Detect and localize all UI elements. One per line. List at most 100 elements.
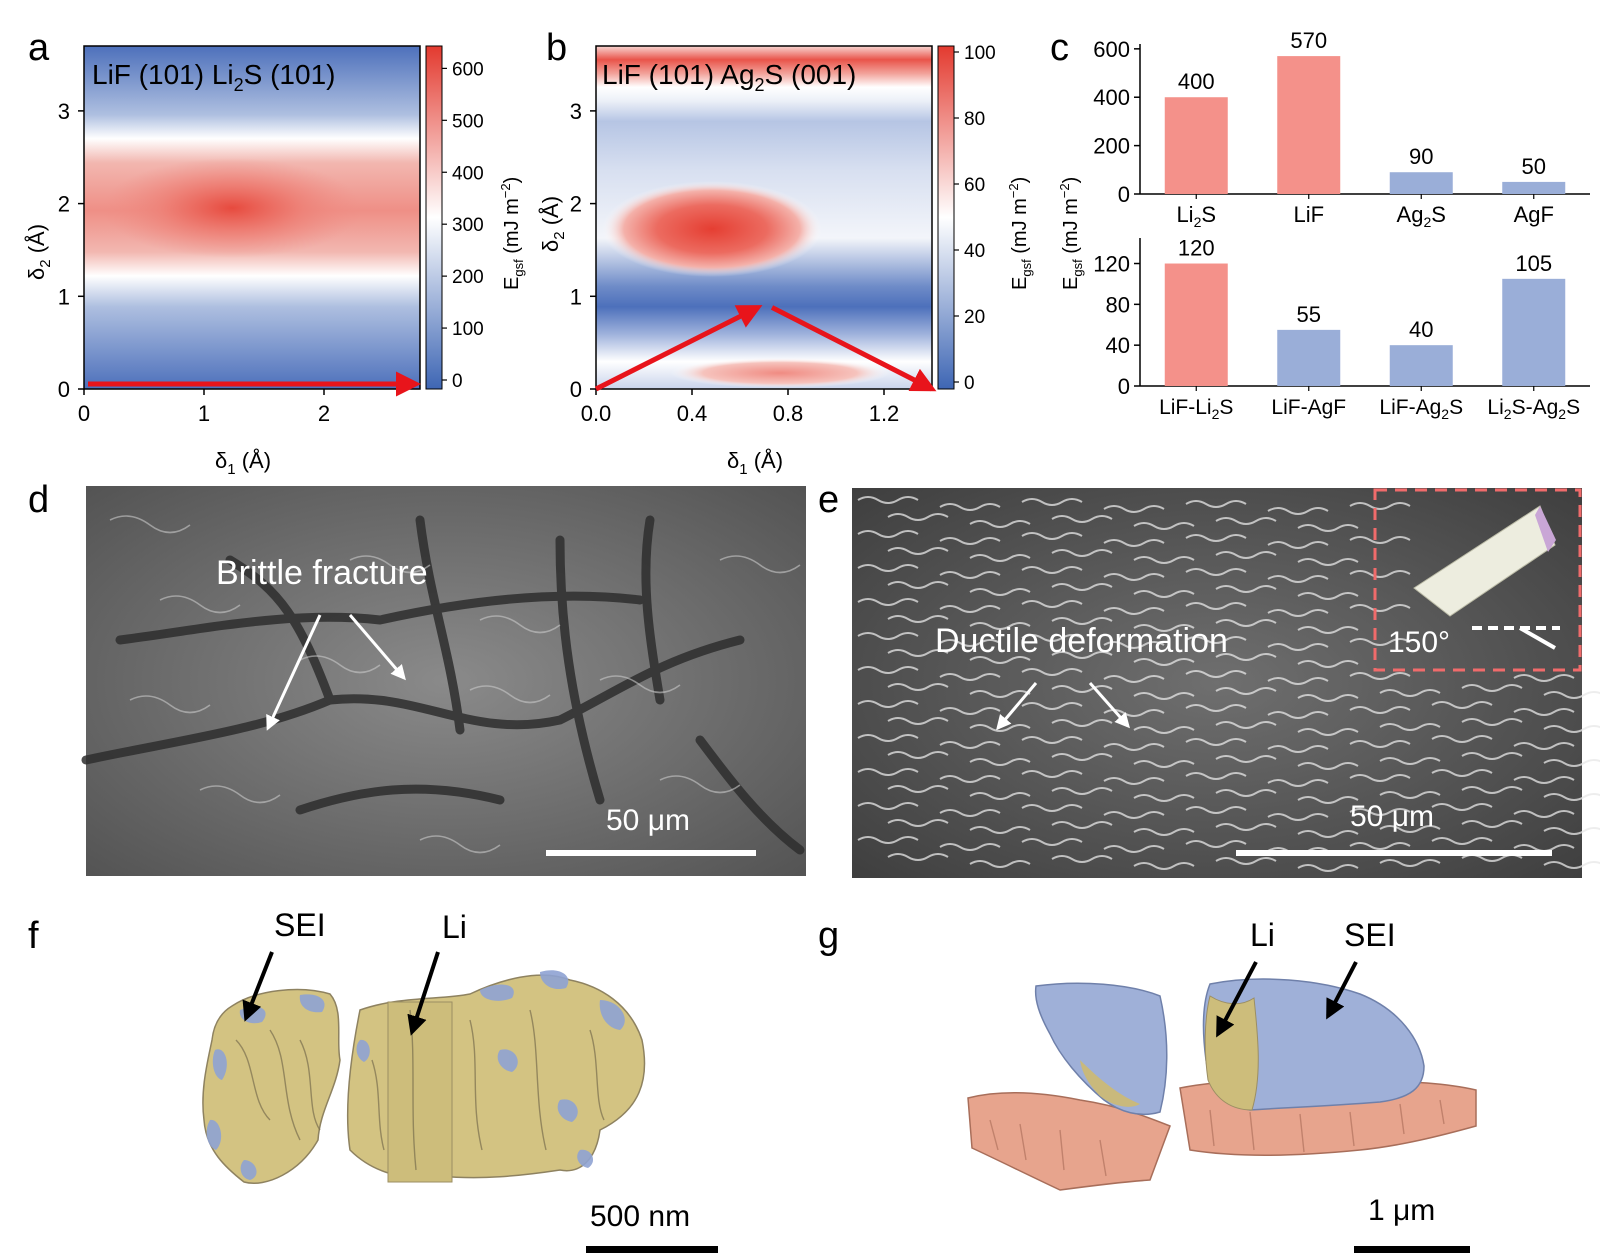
panel-d: d Brittle fracture 50 μm bbox=[28, 479, 806, 876]
sem-ridge bbox=[1103, 641, 1165, 649]
sem-ridge bbox=[1461, 684, 1523, 692]
heatmap-b-yticks: 0 1 2 3 bbox=[570, 99, 596, 402]
sem-ridge bbox=[1297, 728, 1359, 736]
y-tick-label: 0 bbox=[570, 377, 582, 402]
sem-ridge bbox=[939, 673, 1001, 681]
sem-ridge bbox=[1215, 755, 1277, 763]
sem-ridge bbox=[1297, 592, 1359, 600]
sem-ridge bbox=[969, 792, 1031, 800]
sem-ridge bbox=[939, 503, 1001, 511]
sem-ridge bbox=[1543, 691, 1600, 699]
bar-category-label: LiF bbox=[1293, 202, 1324, 227]
scale-bar-d bbox=[546, 850, 756, 856]
y-tick-label: 1 bbox=[570, 284, 582, 309]
inset-angle-arm bbox=[1519, 626, 1556, 650]
sem-ridge bbox=[1185, 738, 1247, 746]
sem-ridge bbox=[1103, 573, 1165, 581]
y-tick-label: 2 bbox=[58, 192, 70, 217]
bar-y-tick-label: 600 bbox=[1093, 37, 1130, 62]
sem-ridge bbox=[1051, 651, 1113, 659]
bar-chart-ylabel: Egsf (mJ m−2) bbox=[1057, 177, 1085, 290]
sem-ridge bbox=[1215, 653, 1277, 661]
sem-ridge bbox=[1267, 609, 1329, 617]
sem-ridge bbox=[857, 530, 919, 538]
bar-y-tick-label: 40 bbox=[1106, 333, 1130, 358]
sem-ridge bbox=[1021, 838, 1083, 846]
panel-letter-c: c bbox=[1050, 27, 1069, 69]
sem-ridge bbox=[939, 571, 1001, 579]
sem-ridge bbox=[1267, 643, 1329, 651]
sem-ridge bbox=[1133, 590, 1195, 598]
colorbar-tick-label: 200 bbox=[452, 267, 484, 288]
bar bbox=[1277, 329, 1341, 386]
sem-ridge bbox=[1185, 568, 1247, 576]
sem-ridge bbox=[1267, 507, 1329, 515]
bar-category-label: Li2S-Ag2S bbox=[1487, 396, 1580, 422]
panel-b: b LiF (101) Ag2S (001) 0.0 0.4 0.8 1.2 0 1 2 3… bbox=[538, 27, 1034, 478]
render-f-right-sei bbox=[356, 970, 625, 1168]
bar-category-label: Ag2S bbox=[1397, 202, 1446, 230]
sem-ridge bbox=[1103, 743, 1165, 751]
arrow-ductile-2 bbox=[1088, 682, 1130, 729]
sem-ridge bbox=[969, 520, 1031, 528]
x-tick-label: 0.8 bbox=[773, 401, 804, 426]
y-tick-label: 3 bbox=[58, 99, 70, 124]
heatmap-a-frame bbox=[83, 45, 421, 390]
y-tick-label: 2 bbox=[570, 192, 582, 217]
bar-value-label: 40 bbox=[1409, 317, 1433, 342]
scale-label-g: 1 μm bbox=[1368, 1194, 1435, 1227]
sem-ridge bbox=[1461, 786, 1523, 794]
sem-ridge bbox=[1297, 660, 1359, 668]
sem-ridge bbox=[1297, 558, 1359, 566]
sem-ridge bbox=[1051, 515, 1113, 523]
sem-ridge bbox=[1543, 759, 1600, 767]
sem-ridge bbox=[1267, 813, 1329, 821]
sem-ridge bbox=[1461, 820, 1523, 828]
sem-ridge bbox=[1431, 701, 1493, 709]
sem-ridge bbox=[1215, 721, 1277, 729]
sem-ridge bbox=[1543, 725, 1600, 733]
sem-ridge bbox=[939, 605, 1001, 613]
heatmap-a-peak bbox=[102, 158, 362, 258]
render-f-left-sei bbox=[206, 994, 325, 1180]
bar-y-tick-label: 0 bbox=[1118, 182, 1130, 207]
sem-ridge bbox=[1103, 675, 1165, 683]
inset-angle: 150° bbox=[1388, 626, 1450, 659]
bar-value-label: 50 bbox=[1522, 154, 1546, 179]
colorbar-tick-label: 600 bbox=[452, 59, 484, 80]
sem-ridge bbox=[1185, 840, 1247, 848]
bar bbox=[1389, 172, 1453, 194]
sem-ridge bbox=[887, 853, 949, 861]
sem-ridge bbox=[857, 666, 919, 674]
sem-ridge bbox=[1349, 604, 1411, 612]
sem-ridge bbox=[939, 843, 1001, 851]
scale-bar-g bbox=[1354, 1246, 1470, 1253]
sem-ridge bbox=[1021, 566, 1083, 574]
scale-label-f: 500 nm bbox=[590, 1200, 690, 1233]
sem-image-d bbox=[86, 486, 806, 876]
sem-ridge bbox=[1215, 551, 1277, 559]
sem-ridge bbox=[969, 622, 1031, 630]
panel-letter-e: e bbox=[818, 479, 839, 521]
sem-ridge bbox=[1267, 745, 1329, 753]
sem-ridge bbox=[1379, 791, 1441, 799]
sem-ridge bbox=[1133, 760, 1195, 768]
bar-value-label: 90 bbox=[1409, 144, 1433, 169]
label-sei-g: SEI bbox=[1344, 917, 1396, 953]
inset-blade-face bbox=[1413, 505, 1556, 617]
bar-category-label: LiF-Li2S bbox=[1159, 396, 1233, 422]
sem-ridge bbox=[969, 656, 1031, 664]
sem-ridge bbox=[1103, 811, 1165, 819]
sem-ridge bbox=[1021, 736, 1083, 744]
sem-ridge bbox=[1543, 827, 1600, 835]
annotation-ductile: Ductile deformation bbox=[935, 622, 1228, 660]
bar-category-label: LiF-Ag2S bbox=[1379, 396, 1463, 422]
bar bbox=[1502, 278, 1566, 386]
sem-ridge bbox=[887, 785, 949, 793]
sem-ridge bbox=[1021, 702, 1083, 710]
colorbar-tick-label: 500 bbox=[452, 111, 484, 132]
colorbar-a bbox=[425, 45, 443, 390]
sem-ridge bbox=[1379, 859, 1441, 867]
sem-ridge bbox=[1133, 692, 1195, 700]
